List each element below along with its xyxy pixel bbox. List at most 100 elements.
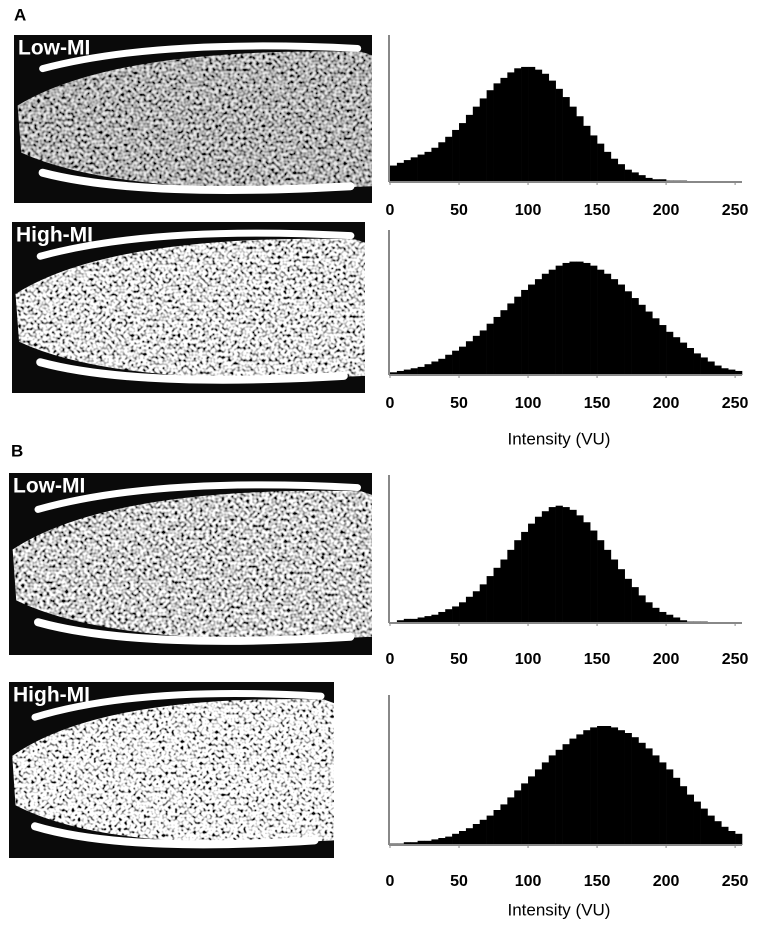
x-tick-label: 100 — [515, 651, 542, 668]
histogram-bar — [479, 98, 487, 182]
lens-wall — [38, 168, 355, 194]
histogram-bar — [672, 617, 681, 623]
x-tick-label: 200 — [653, 651, 680, 668]
histogram-bar — [465, 114, 474, 182]
histogram-bar — [534, 279, 543, 375]
x-tick-label: 50 — [450, 202, 468, 219]
histogram-bar — [645, 602, 653, 623]
histogram-bar — [438, 358, 446, 375]
histogram-bar — [548, 507, 556, 623]
histogram-bar — [403, 618, 412, 623]
x-tick-label: 150 — [584, 873, 611, 890]
histogram-bar — [652, 318, 660, 375]
histogram-bar — [507, 303, 515, 375]
histogram-bar — [410, 157, 418, 182]
x-tick-label: 100 — [515, 395, 542, 412]
histogram-bar — [541, 511, 550, 623]
histogram-bar — [679, 620, 688, 623]
histogram-bar — [562, 744, 570, 845]
histogram-bar — [603, 273, 612, 375]
histogram-bar — [459, 346, 467, 375]
histogram-bar — [403, 842, 412, 845]
histogram-bar — [493, 316, 501, 375]
x-tick-label: 50 — [450, 395, 468, 412]
histogram-bar — [424, 151, 432, 182]
histogram-bar — [590, 265, 598, 375]
x-tick-label: 250 — [722, 651, 749, 668]
histogram-bar — [459, 831, 467, 845]
lens-wall — [36, 358, 348, 384]
histogram-bar — [514, 540, 522, 623]
histogram-bar — [417, 366, 425, 375]
histogram-bar — [707, 361, 715, 375]
histogram-bar — [714, 821, 722, 845]
histogram-bar — [610, 727, 619, 845]
lens-wall — [34, 481, 361, 513]
x-tick-label: 250 — [722, 395, 749, 412]
histogram-bar — [528, 776, 536, 845]
histogram-bar — [569, 106, 577, 182]
histogram-bar — [721, 368, 729, 375]
histogram-bar — [452, 606, 460, 623]
lens-wall — [31, 689, 325, 721]
histogram-bar — [659, 179, 667, 182]
histogram-bar — [666, 769, 674, 845]
histogram-bar — [638, 304, 646, 375]
histogram-bar — [445, 136, 453, 182]
x-tick-label: 150 — [584, 395, 611, 412]
histogram-bar — [403, 369, 412, 375]
x-tick-label: 50 — [450, 651, 468, 668]
histogram-bar — [417, 154, 425, 182]
histogram-bar — [659, 325, 667, 375]
histogram-bar — [465, 341, 474, 375]
histogram-bar — [396, 370, 405, 375]
histogram-bar — [555, 265, 563, 375]
histogram-bar — [652, 179, 660, 182]
histogram-bar — [583, 125, 591, 182]
histogram-bar — [597, 726, 605, 845]
histogram-bar — [707, 815, 715, 845]
histogram-bar — [507, 549, 515, 623]
histogram-bar — [555, 749, 563, 845]
histogram-bar — [452, 129, 460, 182]
x-tick-label: 0 — [386, 651, 395, 668]
histogram-bar — [521, 783, 529, 845]
histogram-bar — [465, 596, 474, 623]
histogram-bar — [396, 620, 405, 623]
histogram-bar — [534, 69, 543, 182]
histogram-bar — [396, 162, 405, 182]
x-tick-label: 150 — [584, 202, 611, 219]
histogram-bar — [472, 106, 481, 182]
histogram-bar — [735, 370, 743, 375]
histogram-bar — [486, 323, 494, 375]
histogram-bar — [548, 80, 556, 182]
histogram-bar — [507, 797, 515, 845]
histogram-bar — [500, 77, 508, 182]
histogram-bar — [735, 833, 743, 845]
histogram-bar — [514, 790, 522, 845]
histogram-bar — [431, 839, 439, 845]
histogram-bar — [548, 755, 556, 845]
histogram-bar — [700, 357, 708, 375]
histogram-bar — [459, 123, 467, 182]
histogram-bar — [548, 269, 556, 375]
lens-wall — [31, 822, 319, 849]
histogram-bar — [638, 742, 646, 845]
histogram-bar — [617, 569, 625, 623]
histogram-bar — [693, 353, 701, 375]
histogram-bar — [410, 618, 418, 623]
histogram-bar — [472, 591, 481, 623]
histogram-bar — [597, 540, 605, 623]
histogram-bar — [590, 135, 598, 182]
histogram-bar — [562, 97, 570, 182]
histogram-bar — [645, 311, 653, 375]
histogram-bar — [438, 611, 446, 623]
histogram-bar — [431, 147, 439, 182]
histogram-bar — [507, 72, 515, 182]
histogram-bar — [569, 509, 577, 623]
lens-wall — [34, 618, 355, 645]
histogram-bar — [700, 808, 708, 845]
histogram-bar — [528, 66, 536, 182]
histogram-bar — [569, 738, 577, 845]
histogram-bar — [452, 350, 460, 375]
